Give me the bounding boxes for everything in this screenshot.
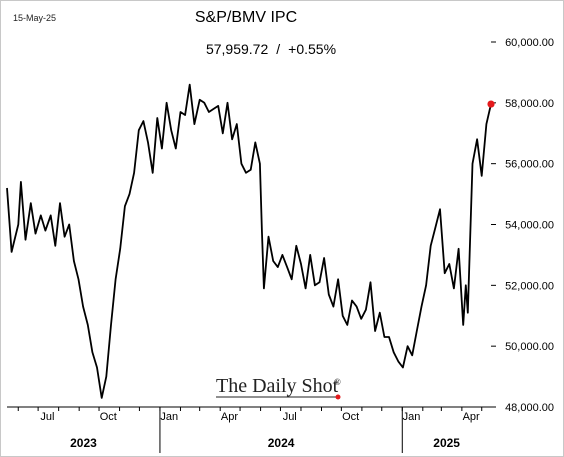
chart-subtitle: 57,959.72 / +0.55% — [1, 41, 541, 57]
subtitle-separator: / — [276, 41, 281, 57]
percent-change: +0.55% — [288, 41, 337, 57]
series-layer — [6, 83, 495, 399]
chart-title: S&P/BMV IPC — [194, 9, 298, 26]
watermark: The Daily Shot ® — [216, 375, 341, 400]
axis-layer — [7, 41, 496, 453]
x-tick-label: Oct — [342, 411, 359, 423]
y-tick-label: 54,000.00 — [505, 220, 554, 232]
last-value: 57,959.72 — [205, 41, 269, 57]
y-tick-label: 58,000.00 — [505, 98, 554, 110]
y-tick-label: 50,000.00 — [505, 341, 554, 353]
y-tick-label: 60,000.00 — [505, 37, 554, 49]
watermark-dot — [335, 394, 341, 400]
series-line — [6, 83, 492, 399]
y-axis-labels: 48,000.00 50,000.00 52,000.00 54,000.00 56,0… — [505, 37, 554, 414]
x-tick-label: Jul — [40, 411, 54, 423]
x-tick-label: Jan — [403, 411, 421, 423]
year-label: 2025 — [433, 436, 460, 450]
watermark-text: The Daily Shot — [216, 375, 339, 397]
year-label: 2023 — [70, 436, 97, 450]
x-tick-label: Jan — [160, 411, 178, 423]
x-tick-label: Apr — [463, 411, 480, 423]
y-tick-label: 56,000.00 — [505, 159, 554, 171]
x-axis-labels: Jul Oct Jan Apr Jul Oct Jan Apr 2023 2024 2025 — [40, 411, 480, 450]
y-tick-label: 52,000.00 — [505, 280, 554, 292]
x-tick-label: Apr — [221, 411, 238, 423]
year-label: 2024 — [268, 436, 295, 450]
last-value-marker — [487, 100, 495, 108]
watermark-registered-mark: ® — [334, 377, 341, 387]
x-tick-label: Jul — [283, 411, 297, 423]
x-tick-label: Oct — [100, 411, 117, 423]
y-tick-label: 48,000.00 — [505, 402, 554, 414]
date-stamp: 15-May-25 — [13, 13, 57, 23]
